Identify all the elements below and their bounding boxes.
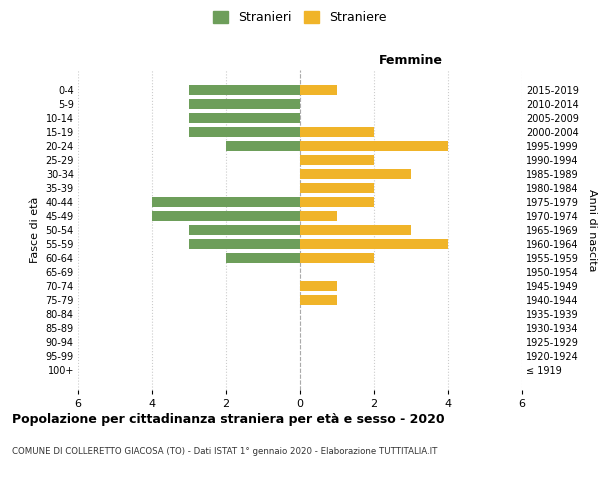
Bar	[152, 197, 300, 207]
Bar	[300, 154, 374, 165]
Bar	[300, 295, 337, 306]
Bar	[300, 239, 448, 249]
Bar	[300, 183, 374, 193]
Text: COMUNE DI COLLERETTO GIACOSA (TO) - Dati ISTAT 1° gennaio 2020 - Elaborazione TU: COMUNE DI COLLERETTO GIACOSA (TO) - Dati…	[12, 448, 437, 456]
Bar	[189, 239, 300, 249]
Bar	[226, 140, 300, 151]
Y-axis label: Fasce di età: Fasce di età	[30, 197, 40, 263]
Bar	[300, 84, 337, 94]
Bar	[189, 225, 300, 235]
Bar	[300, 253, 374, 263]
Bar	[300, 126, 374, 137]
Bar	[152, 211, 300, 221]
Bar	[226, 253, 300, 263]
Bar	[300, 197, 374, 207]
Bar	[300, 169, 411, 179]
Bar	[189, 98, 300, 108]
Bar	[189, 126, 300, 137]
Bar	[189, 112, 300, 122]
Y-axis label: Anni di nascita: Anni di nascita	[587, 188, 598, 271]
Bar	[300, 281, 337, 291]
Legend: Stranieri, Straniere: Stranieri, Straniere	[213, 11, 387, 24]
Text: Popolazione per cittadinanza straniera per età e sesso - 2020: Popolazione per cittadinanza straniera p…	[12, 412, 445, 426]
Bar	[189, 84, 300, 94]
Bar	[300, 211, 337, 221]
Text: Femmine: Femmine	[379, 54, 443, 67]
Bar	[300, 140, 448, 151]
Bar	[300, 225, 411, 235]
